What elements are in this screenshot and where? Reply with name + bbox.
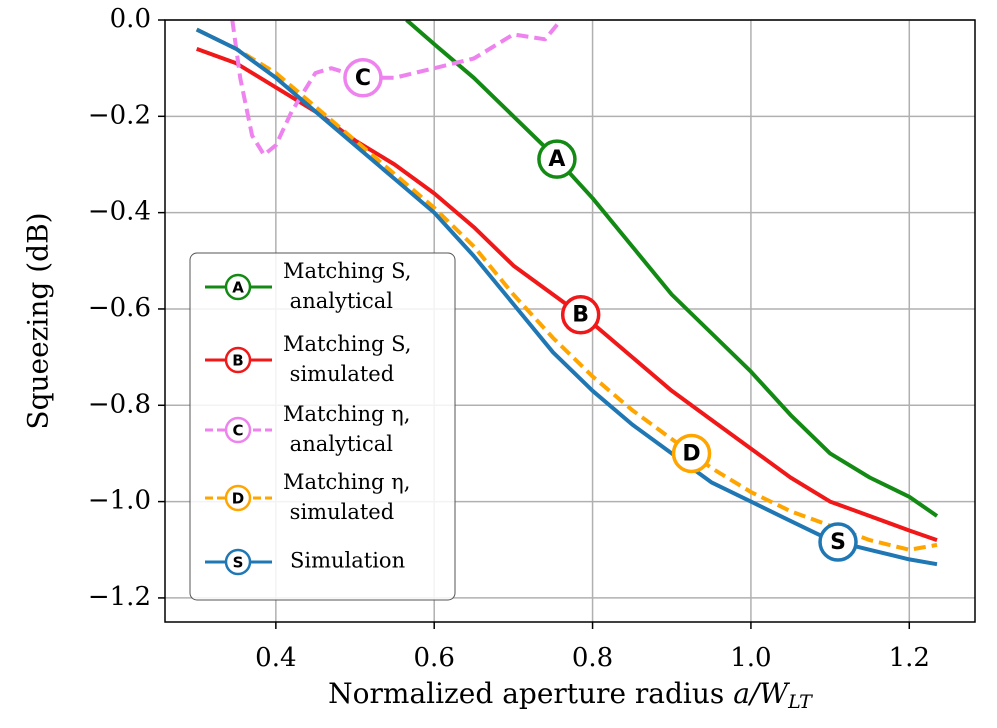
y-tick-label: −0.4 bbox=[88, 197, 151, 227]
legend-box bbox=[189, 252, 456, 601]
curve-marker bbox=[343, 58, 383, 98]
curve-marker-letter: A bbox=[548, 147, 565, 172]
legend-marker-letter: B bbox=[232, 352, 243, 370]
legend-label: Matching S, simulated bbox=[283, 332, 411, 386]
x-tick-label: 0.8 bbox=[572, 643, 613, 673]
series-line bbox=[195, 27, 938, 552]
legend-marker-letter: C bbox=[232, 422, 243, 440]
legend-marker-letter: D bbox=[232, 490, 244, 508]
curve-markers: A B C D S bbox=[343, 58, 858, 562]
legend-label: Matching η, simulated bbox=[283, 470, 410, 524]
legend-marker-letter: A bbox=[232, 279, 244, 297]
y-tick-label: −1.2 bbox=[88, 582, 151, 612]
x-tick-label: 0.6 bbox=[414, 643, 455, 673]
legend-marker bbox=[224, 548, 252, 576]
curve-marker-letter: D bbox=[682, 441, 700, 466]
series-line bbox=[405, 20, 939, 518]
x-label-subscript: LT bbox=[787, 691, 813, 713]
series-line bbox=[230, 20, 563, 157]
y-tick-label: −0.2 bbox=[88, 100, 151, 130]
curve-marker bbox=[818, 522, 858, 562]
curve-marker-letter: C bbox=[355, 66, 371, 91]
legend-marker bbox=[224, 484, 252, 512]
x-axis-label: Normalized aperture radius a/WLT bbox=[328, 677, 813, 714]
ticks: 0.4 0.6 0.8 1.0 1.2 0.0 −0.2 −0.4 −0.6 −0.8 −1.0 −1… bbox=[88, 4, 930, 673]
legend-label: Simulation bbox=[290, 549, 405, 573]
x-tick-label: 1.0 bbox=[730, 643, 771, 673]
y-tick-label: −0.8 bbox=[88, 389, 151, 419]
y-tick-label: 0.0 bbox=[110, 4, 151, 34]
curve-marker-letter: S bbox=[830, 530, 846, 555]
curve-marker-letter: B bbox=[572, 303, 589, 328]
legend-label: Matching η, analytical bbox=[283, 402, 410, 456]
x-tick-label: 1.2 bbox=[889, 643, 930, 673]
x-label-text: Normalized aperture radius bbox=[328, 677, 724, 710]
y-axis-label: Squeezing (dB) bbox=[22, 212, 55, 429]
legend-marker bbox=[224, 273, 252, 301]
y-tick-label: −0.6 bbox=[88, 293, 151, 323]
curve-marker bbox=[537, 139, 577, 179]
curve-marker bbox=[671, 433, 712, 474]
legend: A Matching S, analytical B Matching S, simu… bbox=[189, 252, 456, 601]
legend-marker-letter: S bbox=[233, 554, 244, 572]
curve-marker bbox=[560, 294, 601, 335]
y-tick-label: −1.0 bbox=[88, 486, 151, 516]
legend-marker bbox=[224, 416, 252, 444]
x-label-math: a/W bbox=[733, 677, 790, 710]
plot-frame bbox=[164, 19, 976, 623]
x-tick-label: 0.4 bbox=[255, 643, 296, 673]
legend-marker bbox=[224, 346, 252, 374]
legend-label: Matching S, analytical bbox=[283, 259, 411, 313]
